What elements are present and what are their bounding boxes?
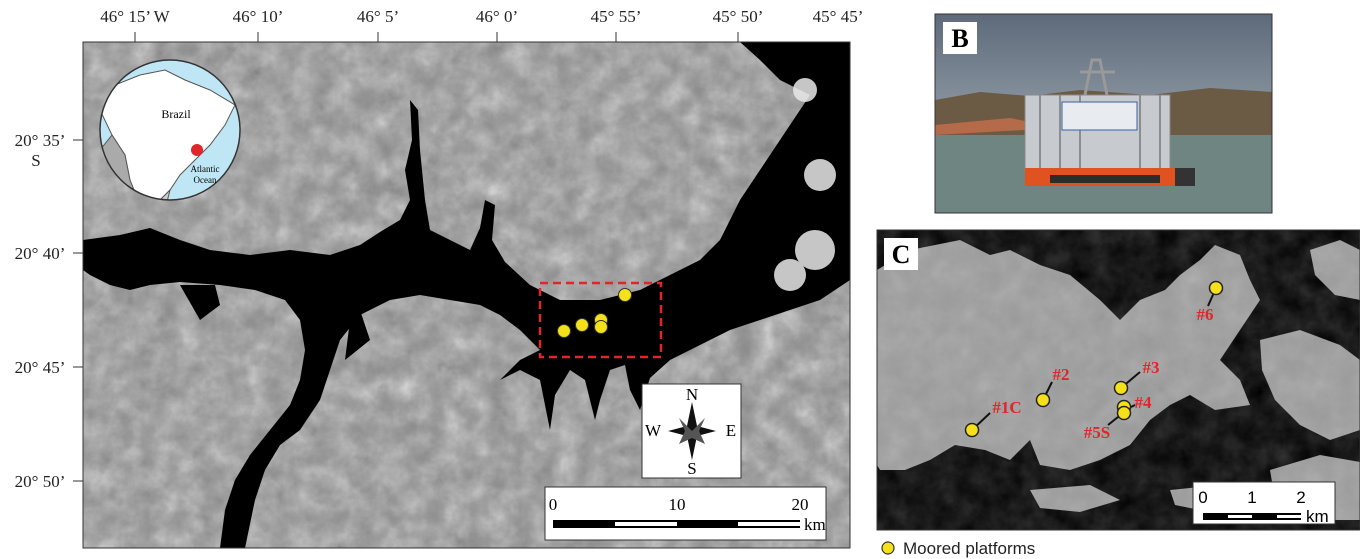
legend: Moored platforms [882, 539, 1035, 558]
scale-bar-c: 0 1 2 km [1193, 482, 1335, 526]
latitude-hemisphere: S [31, 151, 40, 170]
longitude-label: 46° 10’ [233, 7, 284, 26]
figure: 46° 15’ W 46° 10’ 46° 5’ 46° 0’ 45° 55’ … [0, 0, 1360, 559]
scale-tick: 0 [549, 495, 558, 514]
platform-label: #1C [992, 398, 1021, 417]
panel-label: C [892, 240, 911, 269]
scale-tick: 20 [792, 495, 809, 514]
longitude-label: 46° 5’ [357, 7, 399, 26]
compass-west: W [645, 421, 662, 440]
latitude-label: 20° 35’ [15, 131, 66, 150]
platform-label: #4 [1135, 393, 1153, 412]
scale-tick: 10 [669, 495, 686, 514]
panel-label: B [951, 24, 968, 53]
latitude-label: 20° 50’ [15, 472, 66, 491]
compass-south: S [687, 459, 696, 478]
longitude-label: 45° 45’ [813, 7, 864, 26]
platform-label: #6 [1197, 305, 1214, 324]
compass-north: N [686, 385, 698, 404]
scale-tick: 0 [1198, 488, 1207, 507]
longitude-label: 45° 55’ [591, 7, 642, 26]
scale-unit: km [1306, 507, 1329, 526]
longitude-label: 46° 15’ W [100, 7, 170, 26]
scale-tick: 2 [1296, 488, 1305, 507]
scale-tick: 1 [1247, 488, 1256, 507]
latitude-label: 20° 40’ [15, 244, 66, 263]
compass-east: E [726, 421, 736, 440]
legend-label: Moored platforms [903, 539, 1035, 558]
platform-label: #3 [1143, 358, 1160, 377]
scale-bar-a: 0 10 20 km [545, 487, 826, 540]
longitude-label: 46° 0’ [476, 7, 518, 26]
scale-unit: km [804, 515, 826, 534]
panel-label: A [821, 59, 840, 88]
compass: N S E W [642, 384, 741, 478]
inset-ocean: Ocean [194, 175, 217, 185]
latitude-axis: 20° 35’ S 20° 40’ 20° 45’ 20° 50’ [15, 131, 66, 491]
platform-label: #2 [1053, 365, 1070, 384]
platform-label: #5S [1084, 423, 1110, 442]
inset-country: Brazil [161, 107, 191, 121]
longitude-label: 45° 50’ [713, 7, 764, 26]
panel-b-photo [935, 14, 1272, 213]
latitude-label: 20° 45’ [15, 358, 66, 377]
study-site [191, 144, 203, 156]
inset-ocean: Atlantic [191, 164, 220, 174]
